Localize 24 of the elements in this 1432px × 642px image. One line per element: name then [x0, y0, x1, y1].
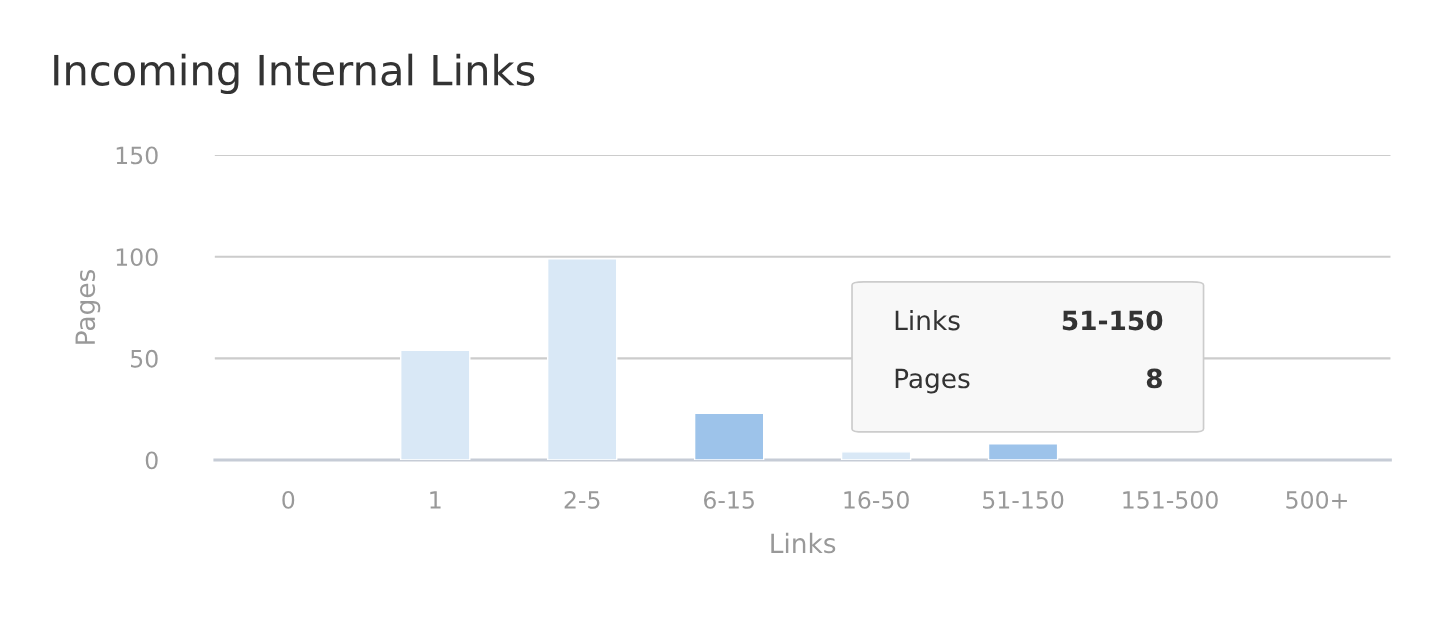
- x-tick-label: 16-50: [844, 490, 909, 509]
- annotation: Links: [895, 310, 960, 331]
- x-axis-title: Links: [771, 532, 836, 554]
- annotation: Pages: [895, 368, 970, 394]
- x-tick-label: 151-500: [1123, 490, 1218, 509]
- bar: [400, 349, 471, 460]
- bar: [840, 451, 912, 460]
- x-tick-label: 51-150: [983, 490, 1064, 509]
- bar: [546, 258, 618, 460]
- y-axis-title: Pages: [75, 269, 101, 344]
- bar: [987, 443, 1059, 460]
- x-tick-label: 1: [430, 491, 441, 509]
- x-tick-label: 0: [282, 490, 295, 509]
- y-tick-label: 0: [145, 451, 158, 470]
- x-tick-label: 500+: [1286, 490, 1347, 509]
- annotation: 51-150: [1062, 310, 1163, 331]
- chart-title: Incoming Internal Links: [54, 53, 535, 94]
- y-tick-label: 50: [131, 349, 158, 368]
- x-tick-label: 2-5: [564, 490, 600, 509]
- x-tick-label: 6-15: [704, 490, 754, 509]
- bar: [693, 412, 765, 460]
- annotation: 8: [1146, 368, 1162, 389]
- y-tick-label: 100: [116, 248, 158, 266]
- y-tick-label: 150: [116, 146, 158, 165]
